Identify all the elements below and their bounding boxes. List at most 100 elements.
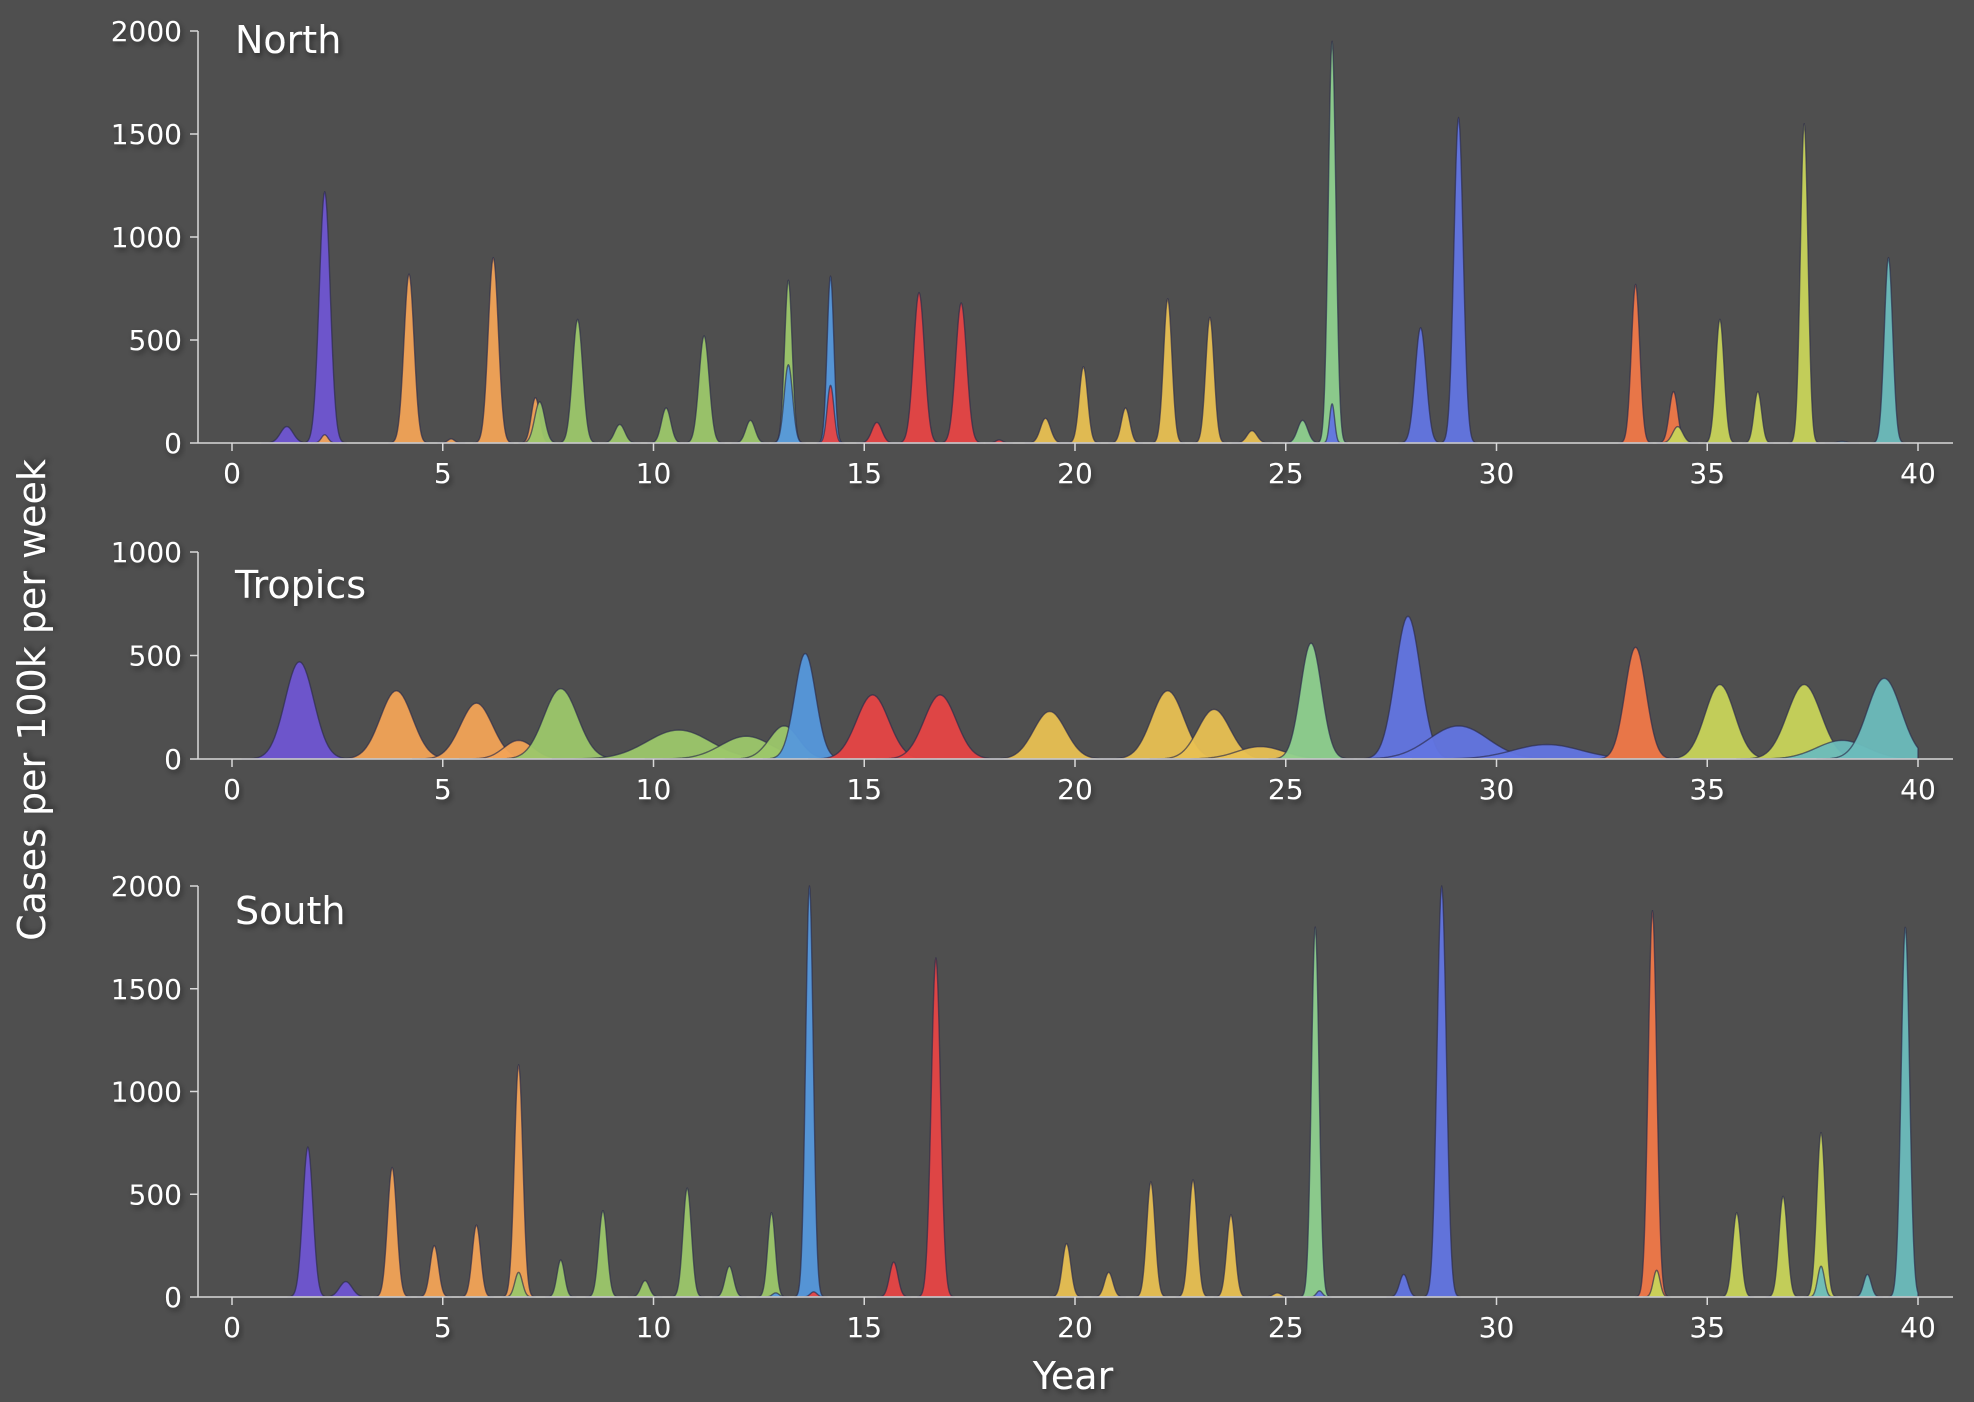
- series-8-peak-3: [1422, 885, 1461, 1298]
- x-tick-label: 20: [1057, 773, 1093, 806]
- x-tick-label: 5: [434, 773, 452, 806]
- x-tick-label: 30: [1479, 457, 1515, 490]
- series-3-peak-5: [669, 1187, 705, 1298]
- series-8-peak-2: [1398, 326, 1444, 444]
- series-3-peak-6: [731, 419, 770, 444]
- series-9-peak-1: [1634, 909, 1671, 1298]
- series-2-peak-1: [372, 1166, 412, 1298]
- series-5-peak-3: [916, 957, 956, 1298]
- x-tick-label: 0: [223, 457, 241, 490]
- x-tick-label: 35: [1689, 773, 1725, 806]
- series-group: [260, 40, 1907, 444]
- series-5-peak-1: [816, 384, 845, 444]
- y-tick-label: 0: [164, 1281, 182, 1314]
- y-tick-label: 1500: [111, 118, 182, 151]
- series-6-peak-3: [1108, 407, 1144, 444]
- series-5-peak-4: [938, 302, 984, 444]
- series-11-peak-2: [1870, 256, 1907, 444]
- series-6-peak-1: [1024, 417, 1067, 444]
- y-tick-label: 1000: [111, 1076, 182, 1109]
- series-2-peak-4: [472, 256, 515, 444]
- series-7-peak-1: [1268, 642, 1354, 760]
- y-tick-label: 1000: [111, 221, 182, 254]
- series-10-peak-4: [1788, 123, 1821, 444]
- series-3-peak-2: [556, 318, 599, 444]
- series-group: [286, 885, 1919, 1298]
- x-tick-label: 10: [636, 773, 672, 806]
- series-6-peak-1: [1049, 1242, 1085, 1298]
- x-tick-label: 30: [1479, 1311, 1515, 1344]
- series-3-peak-6: [711, 1265, 747, 1298]
- series-6-peak-2: [1091, 1271, 1127, 1298]
- x-tick-label: 5: [434, 1311, 452, 1344]
- series-1-peak-1: [241, 661, 358, 760]
- panel-title: North: [235, 18, 341, 62]
- series-9-peak-1: [1618, 283, 1654, 444]
- series-5-peak-2: [855, 421, 898, 444]
- series-10-peak-1: [1660, 683, 1780, 760]
- x-tick-label: 40: [1900, 1311, 1936, 1344]
- series-3-peak-7: [755, 1212, 788, 1298]
- series-2-peak-2: [416, 1244, 452, 1298]
- series-10-peak-2: [1702, 318, 1738, 444]
- x-tick-label: 15: [846, 773, 882, 806]
- y-tick-label: 0: [164, 743, 182, 776]
- panel-north: 0 500 1000 1500 2000 0 5 10 15 20 25 30 35 40 North: [111, 15, 1953, 490]
- series-1-peak-2: [302, 190, 348, 444]
- series-3-peak-4: [646, 407, 686, 444]
- x-tick-label: 35: [1689, 457, 1725, 490]
- panel-title: Tropics: [234, 563, 366, 607]
- series-10-peak-3: [1765, 1195, 1801, 1298]
- series-4-peak-2: [816, 275, 845, 444]
- series-3-peak-2: [544, 1259, 577, 1298]
- x-tick-label: 5: [434, 457, 452, 490]
- series-8-peak-2: [1386, 1273, 1422, 1298]
- series-5-peak-2: [876, 1261, 912, 1298]
- series-6-peak-5: [1192, 316, 1228, 444]
- series-3-peak-3: [598, 423, 641, 444]
- series-4-peak-1: [770, 364, 806, 444]
- x-tick-label: 20: [1057, 1311, 1093, 1344]
- series-2-peak-3: [458, 1224, 495, 1298]
- x-tick-label: 10: [636, 457, 672, 490]
- y-tick-label: 2000: [111, 15, 182, 48]
- series-6-peak-1: [984, 710, 1115, 760]
- y-axis-title: Cases per 100k per week: [10, 459, 54, 941]
- x-axis-title: Year: [1032, 1354, 1114, 1398]
- series-3-peak-5: [683, 335, 726, 444]
- series-7-peak-1: [1281, 419, 1324, 444]
- series-10-peak-4: [1803, 1131, 1839, 1298]
- series-11-peak-2: [1851, 1273, 1884, 1298]
- series-3-peak-3: [585, 1209, 621, 1298]
- series-4-peak-2: [793, 885, 826, 1298]
- series-1-peak-2: [319, 1280, 372, 1298]
- x-tick-label: 25: [1268, 457, 1304, 490]
- x-tick-label: 35: [1689, 1311, 1725, 1344]
- series-7-peak-1: [1299, 926, 1332, 1298]
- panel-title: South: [235, 889, 345, 933]
- series-11-peak-3: [1887, 926, 1919, 1298]
- y-tick-label: 1500: [111, 973, 182, 1006]
- y-tick-label: 1000: [111, 536, 182, 569]
- y-tick-label: 2000: [111, 870, 182, 903]
- y-tick-label: 500: [129, 1178, 182, 1211]
- x-tick-label: 40: [1900, 457, 1936, 490]
- series-7-peak-2: [1316, 40, 1348, 444]
- x-tick-label: 15: [846, 457, 882, 490]
- series-6-peak-4: [1175, 1179, 1211, 1298]
- series-6-peak-5: [1213, 1214, 1249, 1298]
- series-10-peak-2: [1719, 1212, 1755, 1298]
- x-tick-label: 30: [1479, 773, 1515, 806]
- series-2-peak-2: [388, 273, 430, 444]
- x-tick-label: 15: [846, 1311, 882, 1344]
- x-tick-label: 0: [223, 773, 241, 806]
- series-group: [241, 615, 1919, 760]
- panel-tropics: 0 500 1000 0 5 10 15 20 25 30 35 40 Tropics: [111, 536, 1953, 806]
- series-6-peak-4: [1150, 298, 1186, 444]
- x-tick-label: 25: [1268, 1311, 1304, 1344]
- series-2-peak-1: [331, 689, 462, 760]
- series-3-peak-4: [627, 1279, 663, 1298]
- y-tick-label: 0: [164, 427, 182, 460]
